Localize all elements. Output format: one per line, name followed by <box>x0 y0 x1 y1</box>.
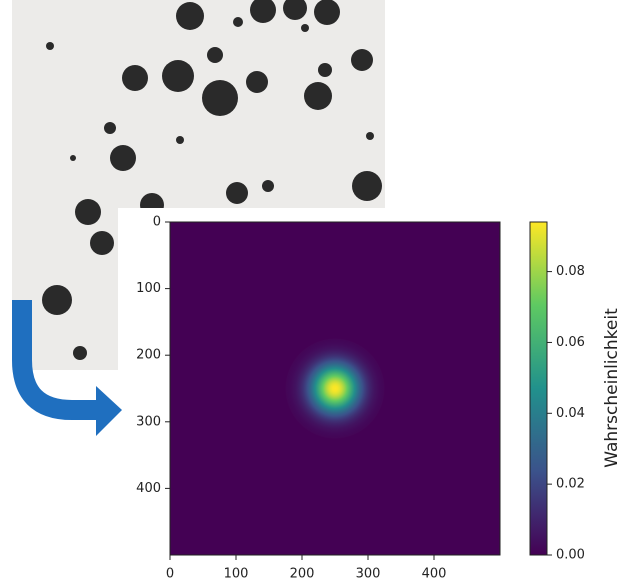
colorbar-tick-label: 0.04 <box>556 406 585 421</box>
colorbar-tick-label: 0.06 <box>556 335 585 350</box>
y-tick-label: 400 <box>136 481 161 496</box>
y-tick-label: 0 <box>153 215 161 230</box>
x-tick-label: 300 <box>356 567 381 582</box>
colorbar-tick-label: 0.00 <box>556 548 585 563</box>
x-tick-label: 200 <box>290 567 315 582</box>
probability-peak <box>286 339 385 439</box>
x-tick-label: 400 <box>422 567 447 582</box>
colorbar <box>530 222 547 555</box>
plot-area <box>170 222 500 555</box>
x-tick-label: 100 <box>224 567 249 582</box>
y-tick-label: 100 <box>136 281 161 296</box>
colorbar-tick-label: 0.02 <box>556 477 585 492</box>
x-tick-label: 0 <box>166 567 174 582</box>
y-tick-label: 300 <box>136 414 161 429</box>
colorbar-label: Wahrscheinlichkeit <box>602 308 622 468</box>
colorbar-tick-label: 0.08 <box>556 264 585 279</box>
y-tick-label: 200 <box>136 348 161 363</box>
page: Wahrscheinlichkeit 0 100 200 300 400 0 100 200 3… <box>0 0 633 583</box>
